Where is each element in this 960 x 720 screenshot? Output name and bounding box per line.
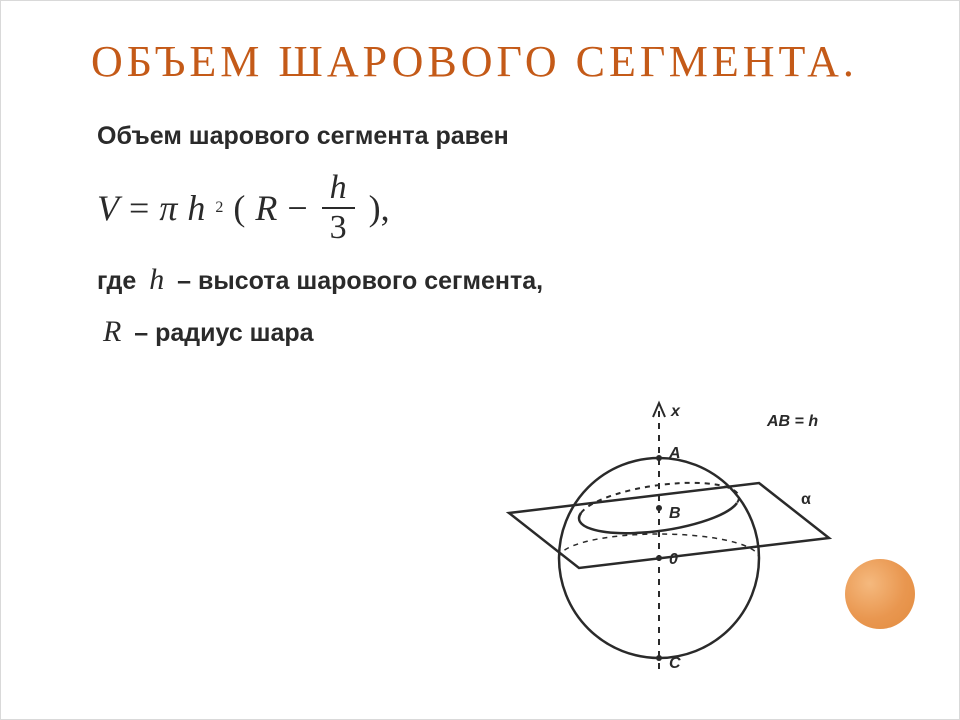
def-h-prefix: где	[97, 267, 143, 295]
sym-close: ),	[369, 187, 390, 229]
frac-num: h	[326, 171, 351, 207]
sym-h: h	[187, 187, 205, 229]
sym-pi: π	[159, 187, 177, 229]
segment-diagram: x AB = h α A B 0 C	[499, 383, 849, 683]
label-A: A	[669, 445, 681, 463]
definition-R: R – радиус шара	[97, 315, 903, 349]
label-C: C	[669, 655, 681, 673]
slide: ОБЪЕМ ШАРОВОГО СЕГМЕНТА. Объем шарового …	[0, 0, 960, 720]
frac-den: 3	[322, 207, 355, 245]
sym-eq: =	[129, 187, 149, 229]
sym-R: R	[255, 187, 277, 229]
content-block: Объем шарового сегмента равен V = π h2 (…	[91, 122, 903, 349]
page-title: ОБЪЕМ ШАРОВОГО СЕГМЕНТА.	[91, 37, 903, 86]
fraction: h 3	[322, 171, 355, 245]
volume-formula: V = π h2 ( R − h 3 ),	[97, 171, 903, 245]
label-O: 0	[669, 551, 678, 569]
label-axis-x: x	[671, 403, 680, 421]
sym-V: V	[97, 187, 119, 229]
def-h-symbol: h	[149, 263, 164, 296]
label-B: B	[669, 505, 681, 523]
label-ABh: AB = h	[767, 413, 818, 431]
sym-open: (	[233, 187, 245, 229]
label-alpha: α	[801, 491, 811, 509]
sym-exp: 2	[215, 199, 223, 217]
def-R-text: – радиус шара	[134, 319, 313, 347]
def-h-text: – высота шарового сегмента,	[177, 267, 543, 295]
definition-h: где h – высота шарового сегмента,	[97, 263, 903, 297]
decorative-circle-icon	[845, 559, 915, 629]
def-R-symbol: R	[103, 315, 121, 348]
intro-line: Объем шарового сегмента равен	[97, 122, 903, 151]
sym-minus: −	[287, 187, 307, 229]
